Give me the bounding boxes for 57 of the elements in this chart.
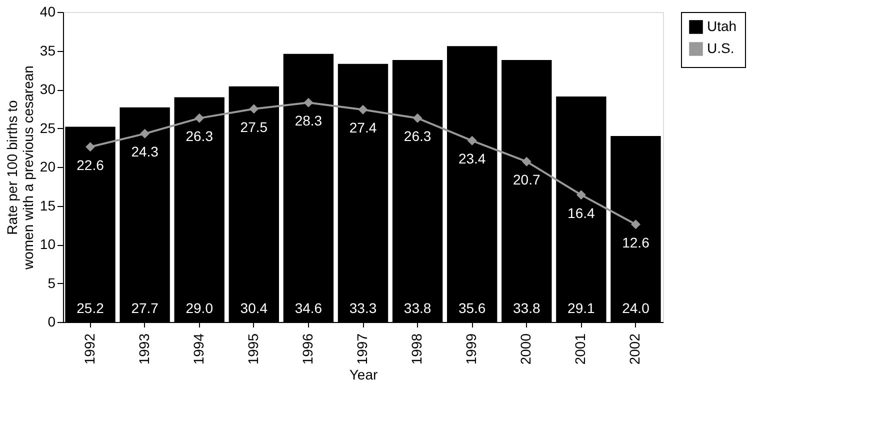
data-label: 27.5 — [240, 118, 268, 135]
x-axis-title: Year — [349, 366, 378, 383]
legend-label: Utah — [707, 18, 737, 34]
data-label: 33.8 — [513, 300, 540, 316]
data-label: 33.8 — [404, 300, 432, 316]
x-tick-label: 1999 — [463, 333, 480, 365]
point — [86, 142, 96, 152]
data-label: 26.3 — [404, 128, 432, 144]
y-tick-label: 35 — [40, 42, 56, 58]
y-tick-label: 20 — [40, 158, 56, 174]
x-tick-label: 1993 — [136, 333, 152, 365]
point — [194, 113, 204, 123]
y-tick-label: 15 — [40, 197, 56, 214]
x-tick-label: 2001 — [572, 333, 588, 365]
x-tick-label: 1992 — [81, 333, 98, 365]
y-tick-label: 5 — [48, 274, 56, 291]
data-label: 16.4 — [568, 204, 596, 221]
data-label: 20.7 — [513, 172, 540, 188]
point — [249, 104, 259, 114]
y-tick-label: 0 — [48, 314, 56, 330]
x-tick-label: 1998 — [408, 333, 425, 365]
data-label: 29.0 — [186, 300, 214, 316]
y-tick-label: 40 — [40, 4, 56, 20]
data-label: 23.4 — [458, 150, 486, 167]
data-label: 29.1 — [568, 300, 596, 316]
data-label: 24.3 — [131, 144, 159, 160]
point — [140, 128, 150, 138]
point — [412, 113, 422, 123]
y-tick-label: 10 — [40, 236, 56, 252]
legend-label: U.S. — [707, 40, 734, 56]
x-tick-label: 1994 — [190, 333, 206, 365]
data-label: 26.3 — [186, 128, 214, 144]
x-tick-label: 2002 — [626, 333, 643, 365]
point — [358, 104, 368, 114]
x-tick-label: 1996 — [299, 333, 316, 365]
x-tick-label: 1995 — [244, 333, 261, 365]
point — [522, 156, 532, 166]
y-tick-label: 25 — [40, 120, 56, 136]
data-label: 35.6 — [458, 300, 486, 316]
data-label: 28.3 — [294, 112, 322, 129]
data-label: 30.4 — [240, 300, 268, 316]
y-tick-label: 30 — [40, 81, 56, 97]
data-label: 27.4 — [349, 120, 377, 136]
data-label: 25.2 — [76, 300, 104, 316]
x-tick-label: 1997 — [354, 333, 370, 365]
point — [576, 190, 586, 200]
data-label: 24.0 — [622, 300, 650, 316]
point — [467, 136, 477, 146]
data-label: 33.3 — [349, 300, 377, 316]
x-tick-label: 2000 — [518, 333, 534, 365]
point — [304, 98, 314, 108]
data-label: 27.7 — [131, 300, 159, 316]
data-label: 22.6 — [76, 156, 104, 173]
data-label: 34.6 — [294, 300, 322, 316]
data-label: 12.6 — [622, 234, 650, 250]
y-axis-title: Rate per 100 births to women with a previous cesarean — [4, 66, 36, 270]
point — [630, 220, 640, 230]
